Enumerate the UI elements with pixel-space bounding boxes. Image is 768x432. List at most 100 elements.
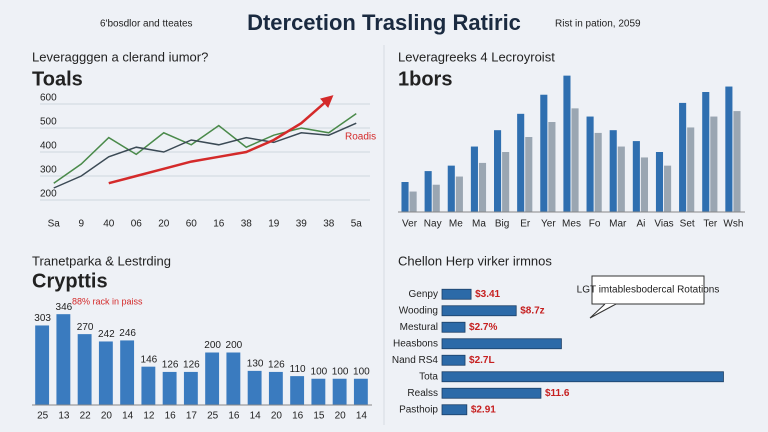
value-label: 242: [98, 329, 115, 340]
bar: [441, 404, 468, 416]
panel-title: Leveragggen a clerand iumor?: [32, 49, 208, 64]
header-title: Dtercetion Trasling Ratiric: [247, 10, 521, 35]
value-label: 126: [268, 360, 285, 371]
x-tick-label: Set: [680, 219, 695, 230]
panel-title: Leveragreeks 4 Lecroyroist: [398, 49, 555, 64]
x-tick-label: 12: [143, 411, 155, 422]
x-tick-label: Ter: [703, 219, 718, 230]
value-label: 246: [119, 328, 136, 339]
value-label: 100: [332, 366, 349, 377]
callout-tail: [589, 303, 617, 319]
value-label: 200: [204, 340, 221, 351]
x-tick-label: 15: [313, 411, 325, 422]
x-tick-label: 14: [122, 411, 134, 422]
x-tick-label: 19: [268, 219, 280, 230]
bar: [441, 305, 517, 317]
bar: [432, 184, 440, 212]
x-tick-label: Vias: [654, 219, 673, 230]
bar: [441, 338, 562, 350]
bar: [640, 157, 648, 212]
x-tick-label: Ai: [636, 219, 645, 230]
value-label: 130: [247, 359, 264, 370]
value-label: 110: [290, 364, 306, 375]
x-tick-label: 13: [58, 411, 70, 422]
value-label: 146: [141, 354, 158, 365]
x-tick-label: 17: [186, 411, 198, 422]
bar: [441, 321, 466, 333]
value-label: 346: [56, 302, 73, 313]
bar: [311, 378, 326, 405]
bar: [441, 371, 724, 383]
y-tick-label: Tota: [419, 371, 438, 382]
x-tick-label: 9: [78, 219, 84, 230]
x-tick-label: 20: [158, 219, 170, 230]
x-tick-label: Fo: [589, 219, 601, 230]
bar: [77, 334, 92, 405]
x-tick-label: Mar: [609, 219, 627, 230]
x-tick-label: Me: [449, 219, 463, 230]
line-series: [53, 112, 357, 184]
bar: [226, 352, 241, 405]
bar: [540, 94, 548, 212]
bar: [35, 325, 50, 405]
x-tick-label: 16: [228, 411, 240, 422]
y-tick-label: Wooding: [399, 305, 438, 316]
panel-subtitle: 1bors: [398, 68, 452, 90]
annotation: Roadis: [345, 132, 376, 143]
bar: [441, 354, 466, 366]
value-label: 303: [34, 313, 51, 324]
x-tick-label: 40: [103, 219, 115, 230]
value-label: $2.91: [471, 404, 496, 415]
x-tick-label: 20: [101, 411, 113, 422]
line-series: [53, 122, 357, 189]
value-label: 100: [353, 366, 370, 377]
y-tick-label: Nand RS4: [392, 355, 439, 366]
bar: [441, 288, 472, 300]
x-tick-label: 06: [131, 219, 143, 230]
bar: [478, 162, 487, 212]
bar: [687, 127, 695, 212]
panel-subtitle: Crypttis: [32, 270, 108, 292]
x-tick-label: Big: [495, 219, 509, 230]
x-tick-label: 39: [296, 219, 308, 230]
bar: [470, 146, 478, 212]
bar: [290, 376, 305, 405]
value-label: 200: [226, 340, 243, 351]
x-tick-label: Nay: [424, 219, 442, 230]
bar: [702, 92, 710, 212]
bar: [517, 113, 525, 212]
x-tick-label: 16: [213, 219, 225, 230]
x-tick-label: Sa: [48, 219, 61, 230]
bar: [609, 130, 617, 212]
bar: [268, 371, 283, 405]
x-tick-label: Wsh: [723, 219, 743, 230]
bar: [183, 371, 198, 405]
bar: [401, 182, 409, 212]
bar: [502, 152, 510, 212]
bar: [548, 122, 556, 212]
x-tick-label: Ver: [402, 219, 418, 230]
y-tick-label: Genpy: [409, 289, 438, 300]
bar: [98, 341, 113, 405]
x-tick-label: 16: [292, 411, 304, 422]
panel-title: Chellon Herp virker irmnos: [398, 253, 552, 268]
x-tick-label: 16: [165, 411, 177, 422]
x-tick-label: 14: [356, 411, 368, 422]
bar: [447, 165, 455, 212]
bar: [247, 370, 262, 405]
annotation: 88% rack in paiss: [72, 296, 143, 306]
value-label: 100: [311, 366, 328, 377]
bar: [494, 130, 502, 212]
x-tick-label: Yer: [541, 219, 556, 230]
x-tick-label: 22: [80, 411, 92, 422]
y-tick-label: Mestural: [400, 322, 438, 333]
x-tick-label: Mes: [562, 219, 581, 230]
x-tick-label: 60: [186, 219, 198, 230]
x-tick-label: 25: [37, 411, 49, 422]
line-series: [108, 95, 334, 185]
y-tick-label: 300: [40, 165, 57, 176]
y-tick-label: 600: [40, 93, 57, 104]
bar: [632, 141, 640, 212]
x-tick-label: 25: [207, 411, 219, 422]
bar: [441, 387, 542, 399]
